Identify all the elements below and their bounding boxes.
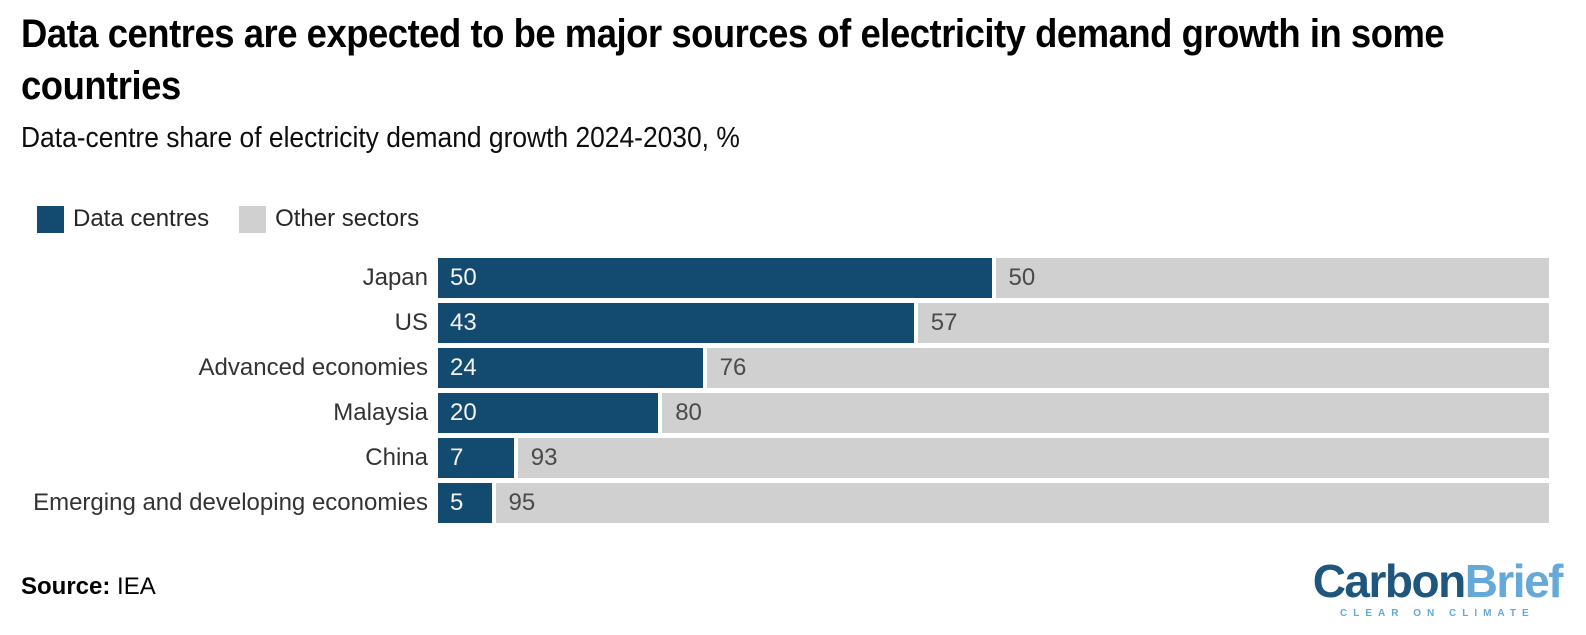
value-label-other-sectors: 50 [1008,264,1036,291]
value-label-data-centres: 24 [450,354,477,381]
bar-segment-other-sectors: 80 [662,393,1549,433]
bar-segment-other-sectors: 93 [517,438,1549,478]
value-label-other-sectors: 93 [530,444,558,471]
chart-row: Emerging and developing economies 5 95 [20,483,1549,523]
legend: Data centres Other sectors [37,205,419,233]
bar-segment-other-sectors: 76 [706,348,1549,388]
value-label-data-centres: 43 [450,309,477,336]
logo-part-brief: Brief [1464,555,1564,607]
bar-track: 24 76 [438,348,1549,388]
chart-subtitle: Data-centre share of electricity demand … [21,122,740,154]
bar-segment-data-centres: 24 [438,348,703,388]
bar-track: 43 57 [438,303,1549,343]
bar-segment-other-sectors: 57 [917,303,1549,343]
category-label: Malaysia [333,399,428,426]
bar-segment-data-centres: 5 [438,483,492,523]
value-label-other-sectors: 80 [675,399,702,426]
category-label: US [394,309,428,336]
bar-track: 50 50 [438,258,1549,298]
chart-row: US 43 57 [20,303,1549,343]
bar-track: 5 95 [438,483,1549,523]
bar-segment-other-sectors: 95 [495,483,1549,523]
bar-track: 7 93 [438,438,1549,478]
category-label: China [365,444,428,471]
logo-tagline: CLEAR ON CLIMATE [1339,608,1535,619]
value-label-other-sectors: 95 [508,489,536,516]
logo-wordmark: CarbonBrief [1312,555,1564,607]
bar-segment-data-centres: 43 [438,303,914,343]
bar-segment-other-sectors: 50 [995,258,1549,298]
legend-item-data-centres: Data centres [37,205,209,233]
category-label: Japan [362,264,428,291]
bar-segment-data-centres: 50 [438,258,992,298]
logo-part-carbon: Carbon [1312,555,1467,607]
bar-segment-data-centres: 7 [438,438,514,478]
value-label-data-centres: 20 [450,399,477,426]
chart-row: Japan 50 50 [20,258,1549,298]
carbonbrief-logo: CarbonBrief CLEAR ON CLIMATE [1312,555,1564,619]
chart: Japan 50 50 US 43 57 Advanced economies 24 76 Mal… [20,258,1549,523]
value-label-data-centres: 7 [450,444,464,471]
bar-segment-data-centres: 20 [438,393,659,433]
bar-track: 20 80 [438,393,1549,433]
legend-label: Other sectors [275,205,420,232]
legend-swatch-data-centres [37,205,64,233]
chart-row: Malaysia 20 80 [20,393,1549,433]
value-label-data-centres: 5 [450,489,464,516]
chart-row: China 7 93 [20,438,1549,478]
value-label-data-centres: 50 [450,264,477,291]
legend-item-other-sectors: Other sectors [239,205,419,233]
value-label-other-sectors: 76 [719,354,747,381]
category-label: Emerging and developing economies [33,489,428,516]
headline-block: Data centres are expected to be major so… [21,8,1586,155]
category-label: Advanced economies [198,354,428,381]
source-value: IEA [117,573,156,600]
source-label: Source: [21,573,111,600]
chart-row: Advanced economies 24 76 [20,348,1549,388]
value-label-other-sectors: 57 [930,309,958,336]
legend-label: Data centres [73,205,210,232]
chart-title: Data centres are expected to be major so… [21,12,1445,108]
source-line: Source: IEA [21,573,156,601]
legend-swatch-other-sectors [239,205,267,233]
